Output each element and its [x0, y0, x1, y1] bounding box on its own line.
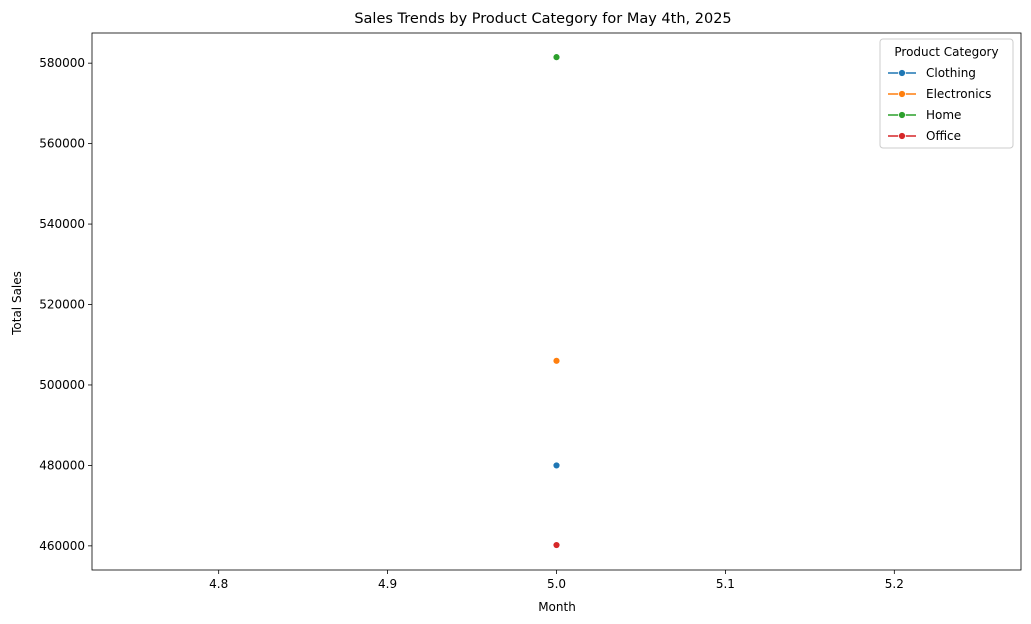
legend-title: Product Category — [894, 45, 998, 59]
x-axis-label: Month — [538, 600, 576, 614]
legend: Product Category Clothing Electronics Home O… — [879, 38, 1014, 149]
y-tick-label: 520000 — [39, 298, 85, 312]
x-tick-label: 5.1 — [716, 577, 735, 591]
data-point — [552, 53, 561, 62]
y-tick-label: 540000 — [39, 217, 85, 231]
data-point — [552, 461, 561, 470]
x-tick-label: 5.2 — [885, 577, 904, 591]
legend-label: Home — [926, 108, 961, 122]
data-point — [552, 541, 561, 549]
legend-item: Clothing — [888, 66, 976, 80]
data-point — [552, 356, 561, 365]
legend-marker — [898, 111, 906, 119]
chart-title: Sales Trends by Product Category for May… — [354, 11, 731, 27]
y-tick-label: 580000 — [39, 56, 85, 70]
y-tick-label: 480000 — [39, 458, 85, 472]
y-axis: 460000 480000 500000 520000 540000 560000 5800… — [39, 56, 92, 553]
y-tick-label: 500000 — [39, 378, 85, 392]
legend-label: Office — [926, 129, 961, 143]
legend-marker — [898, 69, 906, 77]
legend-label: Electronics — [926, 87, 991, 101]
legend-item: Home — [888, 108, 961, 122]
y-tick-label: 460000 — [39, 539, 85, 553]
y-axis-label: Total Sales — [10, 271, 24, 336]
legend-item: Office — [888, 129, 961, 143]
series-office — [552, 541, 561, 549]
series-clothing — [552, 461, 561, 470]
legend-box — [879, 38, 1014, 149]
x-tick-label: 4.8 — [209, 577, 228, 591]
y-tick-label: 560000 — [39, 137, 85, 151]
x-axis: 4.8 4.9 5.0 5.1 5.2 — [209, 570, 904, 591]
legend-item: Electronics — [888, 87, 991, 101]
legend-label: Clothing — [926, 66, 976, 80]
legend-marker — [898, 90, 906, 98]
x-tick-label: 5.0 — [547, 577, 566, 591]
series-home — [552, 53, 561, 62]
legend-marker — [898, 132, 906, 140]
x-tick-label: 4.9 — [378, 577, 397, 591]
series-electronics — [552, 356, 561, 365]
